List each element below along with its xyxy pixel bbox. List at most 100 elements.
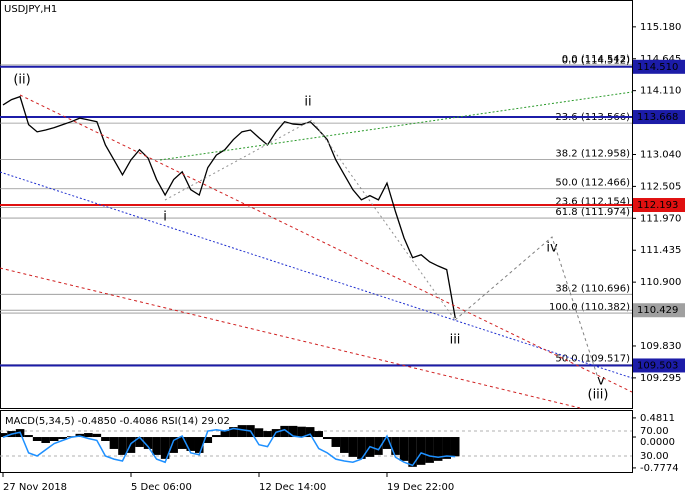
level-label: 110.429 (637, 305, 678, 316)
fib-label: 50.0 (109.517) (555, 354, 630, 365)
level-label: 113.668 (637, 112, 678, 123)
macd-bar (263, 431, 272, 438)
y-tick-label: 0.4811 (640, 413, 675, 424)
x-tick-label: 19 Dec 22:00 (387, 482, 454, 493)
level-label: 112.193 (637, 200, 678, 211)
macd-bar (135, 437, 144, 447)
macd-bar (391, 437, 400, 455)
macd-bar (203, 437, 213, 443)
macd-bar (288, 425, 298, 438)
chart-title: USDJPY,H1 (4, 4, 57, 15)
macd-bar (101, 437, 110, 441)
y-tick-label: 114.110 (640, 86, 681, 97)
y-tick-label: 112.505 (640, 181, 681, 192)
macd-bar (24, 435, 33, 438)
macd-bar (212, 435, 221, 438)
macd-bar (314, 431, 323, 438)
y2-tick-label: 70.00 (640, 426, 669, 437)
macd-bar (49, 437, 59, 441)
level-label: 114.510 (637, 62, 678, 73)
macd-bar (382, 437, 392, 449)
y-tick-label: 115.180 (640, 22, 681, 33)
macd-bar (254, 428, 264, 438)
macd-bar (297, 426, 306, 438)
rsi-line (2, 427, 456, 467)
y-tick-label: 110.900 (640, 277, 681, 288)
indicator-frame (0, 410, 633, 473)
trend-line (159, 91, 633, 161)
macd-bar (186, 437, 195, 451)
indicator-title: MACD(5,34,5) -0.4850 -0.4086 RSI(14) 29.… (5, 416, 230, 427)
macd-bar (169, 437, 178, 453)
wave-label: (iii) (588, 388, 609, 403)
macd-bar (92, 433, 102, 438)
wave-label: iii (450, 333, 461, 348)
macd-bar (450, 437, 460, 457)
macd-bar (399, 437, 409, 461)
macd-bar (160, 437, 170, 459)
level-label: 109.503 (637, 360, 678, 371)
macd-bar (280, 425, 289, 438)
fib-label: 38.2 (112.958) (555, 148, 630, 159)
macd-bar (58, 437, 67, 440)
wave-label: i (163, 210, 167, 225)
macd-bar (0, 433, 8, 438)
price-line (2, 95, 456, 319)
y2-tick-label: 30.00 (640, 451, 669, 462)
y-tick-label: 109.295 (640, 373, 681, 384)
macd-bar (442, 437, 451, 459)
macd-bar (425, 437, 434, 463)
macd-bar (416, 437, 426, 465)
macd-bar (177, 437, 187, 449)
x-tick-label: 12 Dec 14:00 (259, 482, 326, 493)
wave-label: v (597, 374, 605, 389)
y-tick-label: 114.645 (640, 54, 681, 65)
macd-bar (322, 437, 332, 440)
macd-bar (229, 427, 238, 438)
fib-label: 50.0 (112.466) (555, 178, 630, 189)
macd-bar (109, 437, 119, 449)
y-tick-label: 111.435 (640, 245, 681, 256)
macd-bar (374, 437, 383, 455)
trend-lines (0, 91, 633, 409)
macd-bar (143, 437, 153, 449)
y-tick-label: 0.0000 (640, 437, 675, 448)
macd-bar (41, 437, 50, 443)
y-tick-label: -0.7774 (640, 463, 679, 474)
y-tick-label: 111.970 (640, 213, 681, 224)
fib-label: 0.0 (114.542) (562, 54, 630, 65)
fib-label: 0.0 (114.512) (562, 56, 630, 67)
x-tick-label: 5 Dec 06:00 (131, 482, 192, 493)
fib-label: 38.2 (110.696) (555, 283, 630, 294)
level-box (633, 110, 685, 125)
macd-bar (348, 437, 358, 457)
macd-bar (237, 425, 247, 438)
macd-bar (84, 433, 93, 438)
macd-bar (194, 437, 204, 453)
macd-bar (220, 431, 230, 438)
y-tick-label: 113.040 (640, 149, 681, 160)
fib-label: 23.6 (112.154) (555, 196, 630, 207)
wave-label: ii (304, 95, 311, 110)
y-tick-label: 109.830 (640, 341, 681, 352)
x-tick-label: 27 Nov 2018 (3, 482, 67, 493)
level-box (633, 198, 685, 213)
macd-bar (340, 437, 349, 453)
macd-bar (32, 437, 42, 441)
fib-label: 61.8 (111.974) (555, 207, 630, 218)
wave-label: iv (546, 241, 558, 256)
macd-bar (408, 437, 417, 467)
macd-bar (357, 437, 366, 459)
trend-line (0, 171, 633, 379)
macd-bar (152, 437, 161, 455)
macd-bar (433, 437, 443, 461)
level-box (633, 358, 685, 373)
wave-label: (ii) (13, 73, 30, 88)
level-box (633, 303, 685, 318)
macd-bar (331, 437, 341, 447)
macd-bar (118, 437, 127, 455)
trend-line (19, 94, 633, 393)
